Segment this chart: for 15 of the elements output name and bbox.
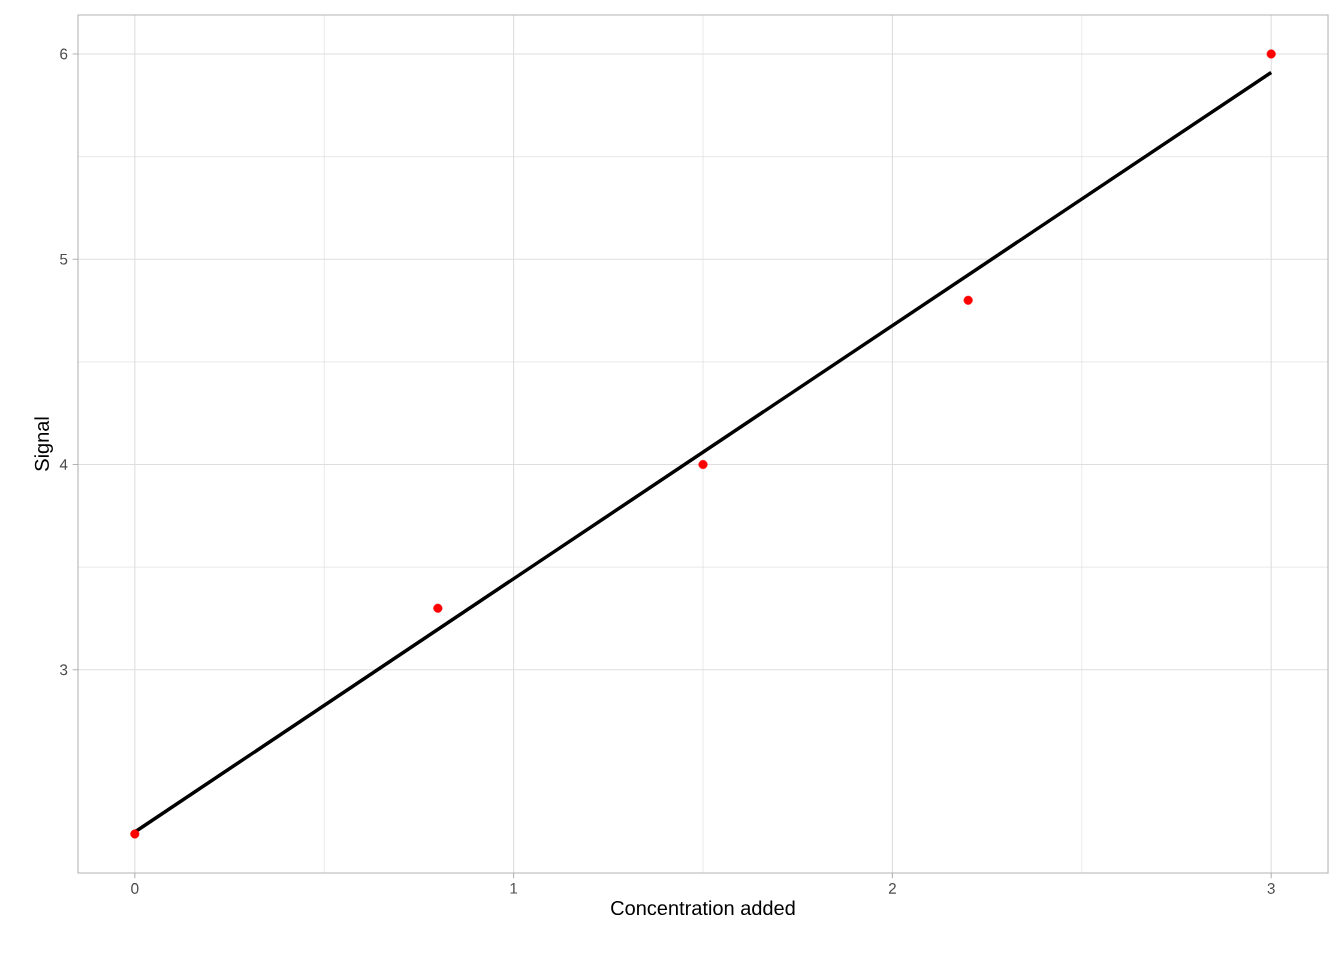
y-tick-label: 4	[59, 459, 68, 470]
x-tick-label: 2	[888, 883, 896, 894]
y-tick-label: 3	[60, 664, 68, 676]
point	[698, 459, 708, 470]
point	[433, 603, 443, 613]
point	[130, 829, 140, 839]
x-axis-title: Concentration added	[611, 900, 795, 916]
x-tick-label: 3	[1267, 883, 1275, 894]
x-tick-label: 0	[131, 883, 139, 894]
x-tick-label: 1	[510, 883, 518, 894]
y-tick-label: 6	[60, 48, 68, 60]
point	[1266, 49, 1276, 59]
y-tick-label: 5	[60, 253, 68, 265]
y-axis-title: Signal	[34, 417, 53, 471]
point	[963, 295, 973, 305]
